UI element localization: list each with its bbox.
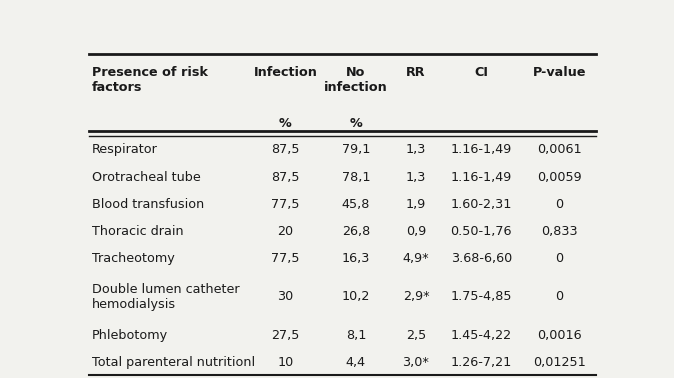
- Text: 45,8: 45,8: [342, 198, 370, 211]
- Text: No
infection: No infection: [324, 66, 388, 94]
- Text: 20: 20: [277, 225, 293, 238]
- Text: 10,2: 10,2: [342, 290, 370, 303]
- Text: RR: RR: [406, 66, 426, 79]
- Text: 4,4: 4,4: [346, 356, 366, 369]
- Text: Double lumen catheter
hemodialysis: Double lumen catheter hemodialysis: [92, 283, 240, 311]
- Text: 2,5: 2,5: [406, 329, 426, 342]
- Text: 1.60-2,31: 1.60-2,31: [450, 198, 512, 211]
- Text: 30: 30: [277, 290, 293, 303]
- Text: Thoracic drain: Thoracic drain: [92, 225, 184, 238]
- Text: P-value: P-value: [533, 66, 586, 79]
- Text: 77,5: 77,5: [271, 198, 300, 211]
- Text: 1.16-1,49: 1.16-1,49: [451, 144, 512, 156]
- Text: 0: 0: [555, 252, 563, 265]
- Text: Infection: Infection: [253, 66, 317, 79]
- Text: 0,0016: 0,0016: [537, 329, 582, 342]
- Text: 79,1: 79,1: [342, 144, 370, 156]
- Text: 3,0*: 3,0*: [402, 356, 429, 369]
- Text: Respirator: Respirator: [92, 144, 158, 156]
- Text: 26,8: 26,8: [342, 225, 370, 238]
- Text: %: %: [350, 117, 362, 130]
- Text: 0,9: 0,9: [406, 225, 426, 238]
- Text: 10: 10: [277, 356, 293, 369]
- Text: 1.16-1,49: 1.16-1,49: [451, 170, 512, 184]
- Text: 1,3: 1,3: [406, 144, 426, 156]
- Text: Total parenteral nutritionl: Total parenteral nutritionl: [92, 356, 255, 369]
- Text: 8,1: 8,1: [346, 329, 366, 342]
- Text: 0: 0: [555, 290, 563, 303]
- Text: 87,5: 87,5: [271, 144, 300, 156]
- Text: 0,833: 0,833: [541, 225, 578, 238]
- Text: 16,3: 16,3: [342, 252, 370, 265]
- Text: 0.50-1,76: 0.50-1,76: [450, 225, 512, 238]
- Text: 77,5: 77,5: [271, 252, 300, 265]
- Text: 0: 0: [555, 198, 563, 211]
- Text: 27,5: 27,5: [271, 329, 299, 342]
- Text: Presence of risk
factors: Presence of risk factors: [92, 66, 208, 94]
- Text: 0,0059: 0,0059: [537, 170, 582, 184]
- Text: 4,9*: 4,9*: [402, 252, 429, 265]
- Text: 1,9: 1,9: [406, 198, 426, 211]
- Text: 0,01251: 0,01251: [533, 356, 586, 369]
- Text: Orotracheal tube: Orotracheal tube: [92, 170, 201, 184]
- Text: 78,1: 78,1: [342, 170, 370, 184]
- Text: Tracheotomy: Tracheotomy: [92, 252, 175, 265]
- Text: 1.45-4,22: 1.45-4,22: [451, 329, 512, 342]
- Text: 1.75-4,85: 1.75-4,85: [450, 290, 512, 303]
- Text: %: %: [279, 117, 292, 130]
- Text: 87,5: 87,5: [271, 170, 300, 184]
- Text: 2,9*: 2,9*: [402, 290, 429, 303]
- Text: CI: CI: [474, 66, 488, 79]
- Text: Phlebotomy: Phlebotomy: [92, 329, 168, 342]
- Text: 1,3: 1,3: [406, 170, 426, 184]
- Text: 0,0061: 0,0061: [537, 144, 582, 156]
- Text: 1.26-7,21: 1.26-7,21: [451, 356, 512, 369]
- Text: Blood transfusion: Blood transfusion: [92, 198, 204, 211]
- Text: 3.68-6,60: 3.68-6,60: [451, 252, 512, 265]
